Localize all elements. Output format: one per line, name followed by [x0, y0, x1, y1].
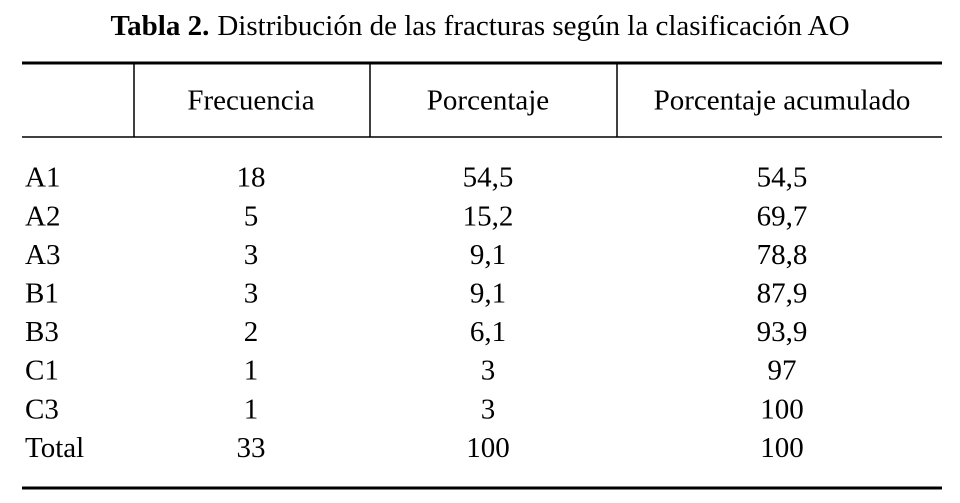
- cell: 100: [760, 432, 804, 464]
- title-label: Tabla 2.: [110, 10, 209, 42]
- cell: 6,1: [470, 316, 506, 348]
- cell: 100: [466, 432, 510, 464]
- cell: 1: [244, 355, 259, 387]
- cell: 100: [760, 393, 804, 425]
- row-label: A3: [25, 239, 60, 271]
- row-label: Total: [25, 432, 84, 464]
- title-text: Distribución de las fracturas según la c…: [217, 10, 849, 42]
- cell: 1: [244, 393, 259, 425]
- cell: 5: [244, 200, 259, 232]
- column-header: Frecuencia: [187, 85, 314, 117]
- cell: 9,1: [470, 239, 506, 271]
- row-label: C3: [25, 393, 59, 425]
- cell: 2: [244, 316, 259, 348]
- cell: 78,8: [757, 239, 808, 271]
- row-label: B3: [25, 316, 59, 348]
- row-label: B1: [25, 277, 59, 309]
- cell: 3: [244, 277, 259, 309]
- cell: 87,9: [757, 277, 808, 309]
- cell: 15,2: [463, 200, 514, 232]
- row-label: A1: [25, 162, 60, 194]
- column-header: Porcentaje: [427, 85, 549, 117]
- cell: 33: [237, 432, 266, 464]
- row-label: A2: [25, 200, 60, 232]
- cell: 69,7: [757, 200, 808, 232]
- cell: 9,1: [470, 277, 506, 309]
- cell: 54,5: [463, 162, 514, 194]
- cell: 3: [244, 239, 259, 271]
- row-label: C1: [25, 355, 59, 387]
- cell: 18: [237, 162, 266, 194]
- cell: 54,5: [757, 162, 808, 194]
- table-title: Tabla 2. Distribución de las fracturas se…: [110, 10, 849, 42]
- cell: 97: [768, 355, 797, 387]
- cell: 3: [481, 393, 496, 425]
- column-header: Porcentaje acumulado: [654, 85, 911, 117]
- cell: 93,9: [757, 316, 808, 348]
- cell: 3: [481, 355, 496, 387]
